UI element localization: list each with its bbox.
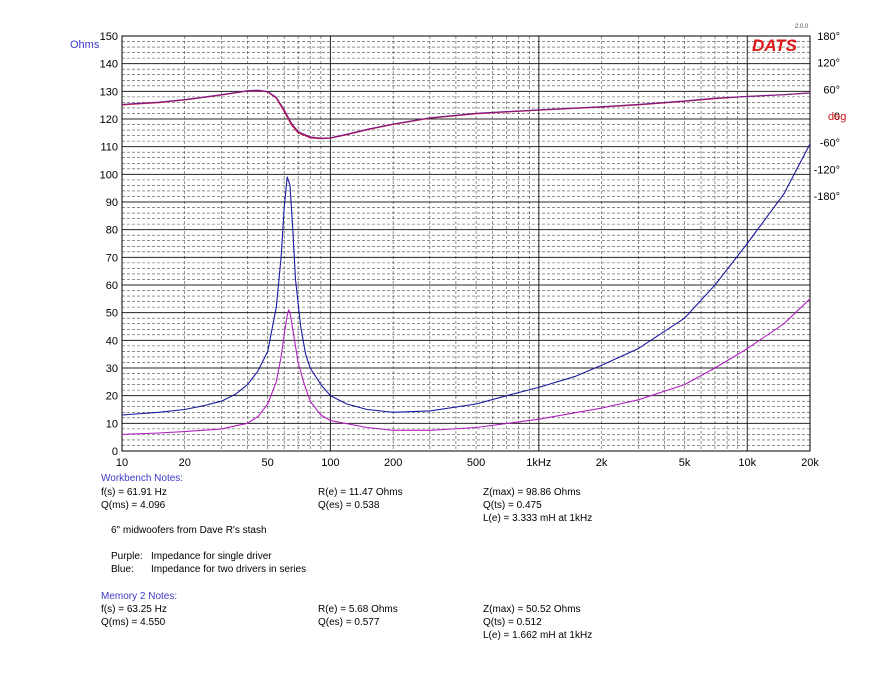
grid [121,35,811,452]
x-tick-label: 10 [116,457,128,469]
x-tick-labels: 10 20 50 100 200 500 1kHz 2k 5k 10k 20k [116,457,819,469]
y-tick-label: 60 [106,280,118,292]
phase-tick-label: 120° [817,58,840,70]
x-tick-label: 1kHz [526,457,551,469]
phase-tick-label: -120° [814,164,840,176]
y-tick-label: 40 [106,335,118,347]
series-line-phase_secondary [121,89,811,139]
y-tick-label: 50 [106,308,118,320]
x-tick-label: 5k [679,457,691,469]
y-tick-label: 150 [100,31,118,43]
phase-tick-label: 180° [817,31,840,43]
y-tick-labels: 0 10 20 30 40 50 60 70 80 90 100 110 120 130 140 150 [100,31,118,458]
y-tick-label: 120 [100,114,118,126]
phase-tick-label: 0 [834,111,840,123]
x-tick-label: 20k [801,457,819,469]
left-unit-label: Ohms [70,39,100,51]
x-tick-label: 200 [384,457,402,469]
phase-tick-label: -60° [820,138,840,150]
series-line-two_series [121,143,811,416]
x-tick-label: 20 [179,457,191,469]
y-tick-label: 80 [106,225,118,237]
x-tick-label: 50 [262,457,274,469]
y-tick-label: 0 [112,446,118,458]
series-layer [121,89,811,435]
version-label: 2.0.0 [795,24,809,30]
y-tick-label: 70 [106,252,118,264]
x-tick-label: 500 [467,457,485,469]
phase-tick-label: 60° [823,84,840,96]
phase-tick-label: -180° [814,191,840,203]
y-tick-label: 110 [100,142,118,154]
x-tick-label: 2k [596,457,608,469]
right-unit-label: deg [828,111,846,123]
y-tick-label: 10 [106,418,118,430]
dats-logo: DATS [752,36,798,55]
y-tick-label: 100 [100,169,118,181]
plot-frame [121,35,811,452]
y-tick-label: 20 [106,391,118,403]
y-tick-label: 140 [100,59,118,71]
y-tick-label: 130 [100,86,118,98]
y-tick-label: 90 [106,197,118,209]
y-tick-label: 30 [106,363,118,375]
x-tick-label: 100 [321,457,339,469]
series-line-single [121,298,811,435]
x-tick-label: 10k [738,457,756,469]
phase-tick-labels: 180° 120° 60° 0 -60° -120° -180° [814,31,840,203]
